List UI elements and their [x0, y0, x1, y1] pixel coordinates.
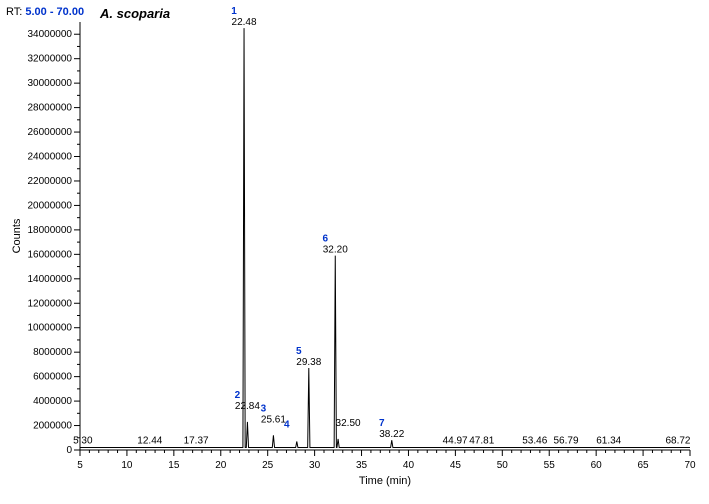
x-tick-label: 15 [168, 460, 180, 471]
y-tick-label: 8000000 [33, 347, 72, 358]
minor-rt-label: 44.97 [443, 436, 468, 447]
y-tick-label: 32000000 [28, 54, 73, 65]
x-tick-label: 40 [403, 460, 415, 471]
minor-rt-label: 68.72 [665, 436, 690, 447]
x-tick-label: 5 [77, 460, 83, 471]
y-tick-label: 6000000 [33, 372, 72, 383]
y-tick-label: 26000000 [28, 127, 73, 138]
x-tick-label: 65 [638, 460, 650, 471]
peak-id-label: 7 [379, 418, 385, 429]
y-tick-label: 30000000 [28, 78, 73, 89]
y-tick-label: 18000000 [28, 225, 73, 236]
minor-rt-label: 5.30 [73, 436, 93, 447]
x-tick-label: 20 [215, 460, 227, 471]
y-tick-label: 24000000 [28, 152, 73, 163]
x-tick-label: 35 [356, 460, 368, 471]
y-tick-label: 10000000 [28, 323, 73, 334]
chromatogram-trace [80, 28, 690, 447]
peak-id-label: 4 [284, 419, 290, 430]
peak-id-label: 1 [231, 6, 237, 17]
x-tick-label: 45 [450, 460, 462, 471]
x-tick-label: 50 [497, 460, 509, 471]
x-tick-label: 55 [544, 460, 556, 471]
x-tick-label: 70 [684, 460, 696, 471]
minor-rt-label: 56.79 [554, 436, 579, 447]
minor-rt-label: 47.81 [469, 436, 494, 447]
y-tick-label: 28000000 [28, 103, 73, 114]
y-tick-label: 16000000 [28, 249, 73, 260]
y-axis-label: Counts [11, 218, 23, 253]
x-axis-label: Time (min) [359, 475, 411, 487]
minor-rt-label: 53.46 [522, 436, 547, 447]
x-tick-label: 30 [309, 460, 321, 471]
y-tick-label: 20000000 [28, 200, 73, 211]
peak-rt-label: 29.38 [296, 357, 321, 368]
peak-id-label: 6 [322, 234, 328, 245]
y-tick-label: 0 [66, 445, 72, 456]
x-tick-label: 10 [121, 460, 133, 471]
y-tick-label: 12000000 [28, 298, 73, 309]
y-tick-label: 34000000 [28, 29, 73, 40]
peak-rt-label: 25.61 [261, 414, 286, 425]
peak-rt-label: 32.20 [323, 245, 348, 256]
y-tick-label: 14000000 [28, 274, 73, 285]
minor-rt-label: 17.37 [184, 436, 209, 447]
peak-rt-label: 22.84 [235, 401, 260, 412]
peak-id-label: 5 [296, 346, 302, 357]
peak-id-label: 2 [235, 390, 241, 401]
peak-rt-label: 38.22 [379, 429, 404, 440]
minor-rt-label: 12.44 [137, 436, 162, 447]
peak-rt-label: 22.48 [232, 17, 257, 28]
chromatogram-chart: 5101520253035404550556065700200000040000… [0, 0, 709, 504]
y-tick-label: 22000000 [28, 176, 73, 187]
y-tick-label: 2000000 [33, 421, 72, 432]
y-tick-label: 4000000 [33, 396, 72, 407]
x-tick-label: 60 [591, 460, 603, 471]
x-tick-label: 25 [262, 460, 274, 471]
peak-id-label: 3 [261, 403, 267, 414]
peak-rt-label: 32.50 [336, 418, 361, 429]
minor-rt-label: 61.34 [596, 436, 621, 447]
